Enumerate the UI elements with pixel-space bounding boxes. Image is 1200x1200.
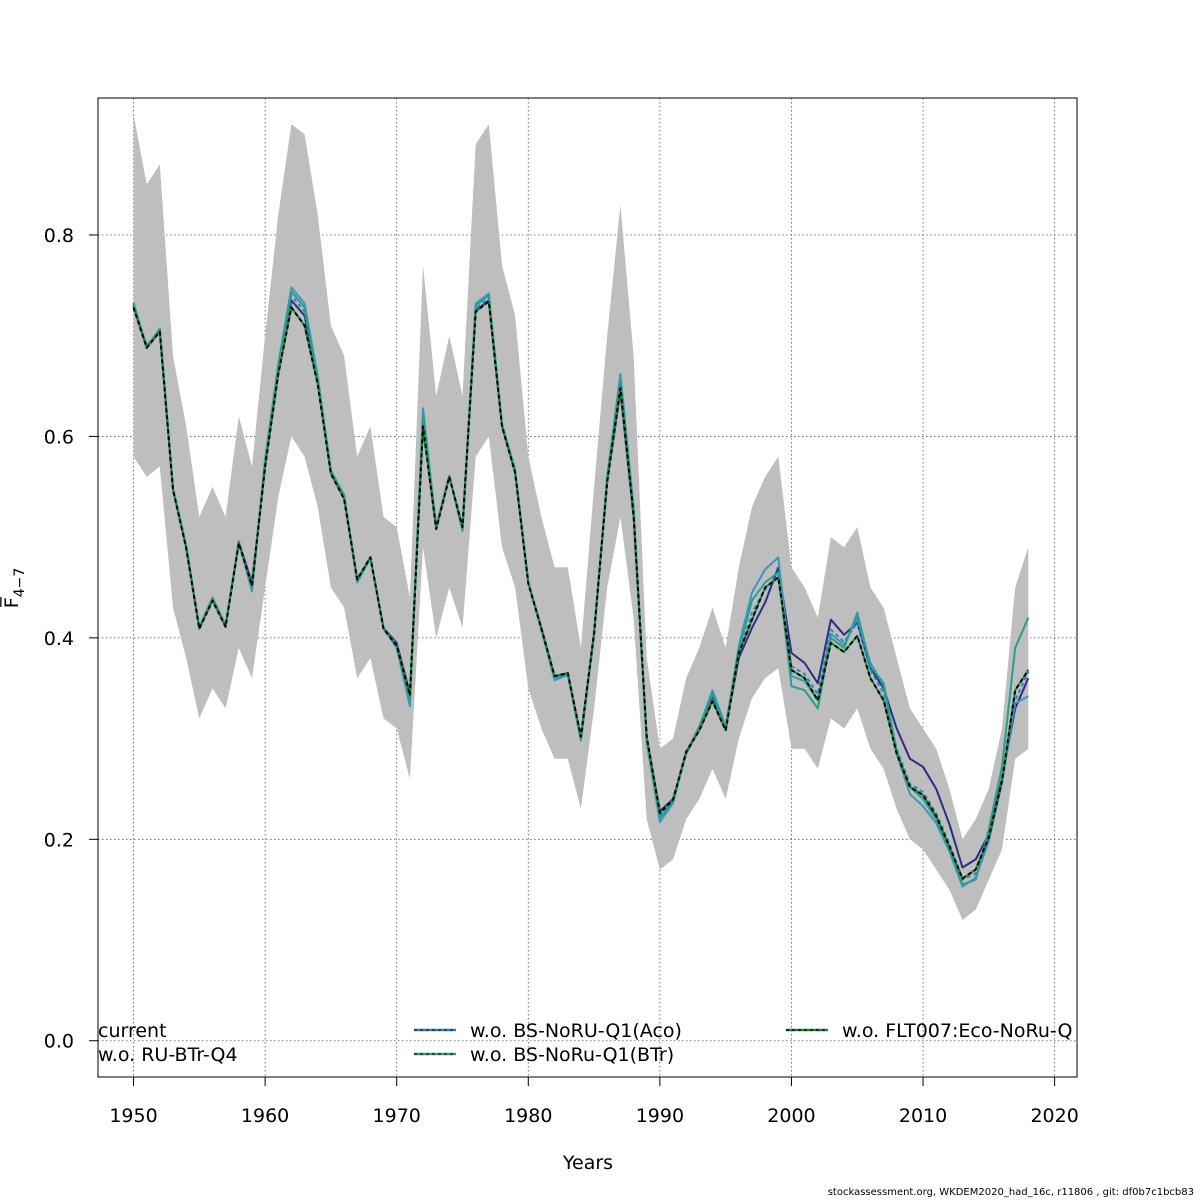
x-tick-label: 1970	[373, 1105, 421, 1127]
x-tick-label: 2010	[899, 1105, 947, 1127]
y-axis-title: F̅4−7	[0, 568, 28, 608]
x-tick-label: 1980	[504, 1105, 552, 1127]
y-axis: 0.0 0.2 0.4 0.6 0.8	[44, 225, 98, 1053]
footer-credit: stockassessment.org, WKDEM2020_had_16c, …	[827, 1187, 1194, 1198]
y-tick-label: 0.2	[44, 829, 74, 851]
x-tick-label: 1990	[636, 1105, 684, 1127]
x-axis-title: Years	[562, 1152, 613, 1174]
band-area	[133, 114, 1029, 920]
y-axis-title-main: F̅	[0, 596, 23, 608]
x-tick-label: 2000	[767, 1105, 815, 1127]
series-lines	[132, 286, 1030, 888]
svg-text:F̅4−7: F̅4−7	[0, 568, 28, 608]
y-axis-title-subscript: 4−7	[12, 568, 28, 598]
series-line-3	[132, 290, 1030, 886]
confidence-band	[133, 114, 1029, 920]
plot-frame	[97, 97, 1078, 1078]
legend-label-0: current	[98, 1020, 167, 1042]
series-overlay-line-0	[132, 300, 1030, 880]
y-tick-label: 0.0	[44, 1031, 74, 1053]
y-tick-label: 0.4	[44, 628, 74, 650]
legend-label-3: w.o. BS-NoRu-Q1(BTr)	[470, 1044, 674, 1066]
x-axis: 1950 1960 1970 1980 1990 2000 2010 2020	[109, 1077, 1079, 1127]
legend-label-4: w.o. FLT007:Eco-NoRu-Q	[842, 1020, 1072, 1042]
x-tick-label: 1950	[109, 1105, 157, 1127]
y-tick-label: 0.6	[44, 426, 74, 448]
legend-label-1: w.o. RU-BTr-Q4	[98, 1044, 238, 1066]
y-tick-label: 0.8	[44, 225, 74, 247]
x-tick-label: 2020	[1030, 1105, 1078, 1127]
legend-label-2: w.o. BS-NoRU-Q1(Aco)	[470, 1020, 682, 1042]
x-tick-label: 1960	[241, 1105, 289, 1127]
